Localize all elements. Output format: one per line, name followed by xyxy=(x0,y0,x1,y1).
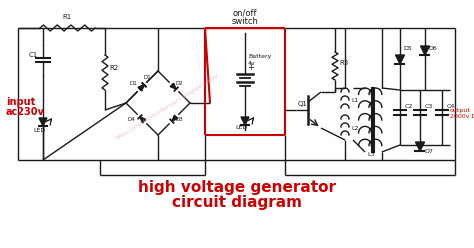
Text: D2: D2 xyxy=(176,81,184,86)
Text: D1: D1 xyxy=(130,81,138,86)
Polygon shape xyxy=(241,117,249,125)
Text: 4v: 4v xyxy=(248,61,256,66)
Polygon shape xyxy=(395,55,404,64)
Text: R3: R3 xyxy=(339,60,348,66)
Polygon shape xyxy=(170,83,176,89)
Polygon shape xyxy=(138,85,144,91)
Text: switch: switch xyxy=(232,17,258,26)
Text: output: output xyxy=(450,108,471,113)
Text: C3: C3 xyxy=(425,104,433,109)
Text: D5: D5 xyxy=(403,46,412,51)
Polygon shape xyxy=(140,117,146,123)
Text: R2: R2 xyxy=(109,65,118,71)
Text: L3: L3 xyxy=(367,152,374,157)
Text: D4: D4 xyxy=(128,117,136,122)
Text: +: + xyxy=(247,62,254,71)
Text: Q1: Q1 xyxy=(298,101,308,107)
Text: D1: D1 xyxy=(144,75,152,80)
Text: L2: L2 xyxy=(351,126,358,131)
Text: 2000v DC: 2000v DC xyxy=(450,114,474,119)
Text: D6: D6 xyxy=(428,46,437,51)
Polygon shape xyxy=(416,142,425,151)
Text: C1: C1 xyxy=(29,52,38,58)
Polygon shape xyxy=(39,118,47,126)
Polygon shape xyxy=(172,115,178,121)
Text: input: input xyxy=(6,97,35,107)
Text: https://electronics4project.blogspot.com/: https://electronics4project.blogspot.com… xyxy=(115,72,220,141)
Text: on/off: on/off xyxy=(233,9,257,18)
Text: ac230v: ac230v xyxy=(6,107,45,117)
Text: D3: D3 xyxy=(176,117,184,122)
Text: L1: L1 xyxy=(351,97,358,102)
Text: Battery: Battery xyxy=(248,54,272,59)
Text: high voltage generator: high voltage generator xyxy=(138,180,336,195)
Polygon shape xyxy=(420,46,429,55)
Text: circuit diagram: circuit diagram xyxy=(172,195,302,210)
Polygon shape xyxy=(138,85,144,91)
Text: C4: C4 xyxy=(447,104,456,109)
Text: LED: LED xyxy=(235,125,247,130)
Text: LED: LED xyxy=(33,128,45,133)
Text: D7: D7 xyxy=(424,149,433,154)
Text: R1: R1 xyxy=(63,14,72,20)
Text: C2: C2 xyxy=(405,104,413,109)
